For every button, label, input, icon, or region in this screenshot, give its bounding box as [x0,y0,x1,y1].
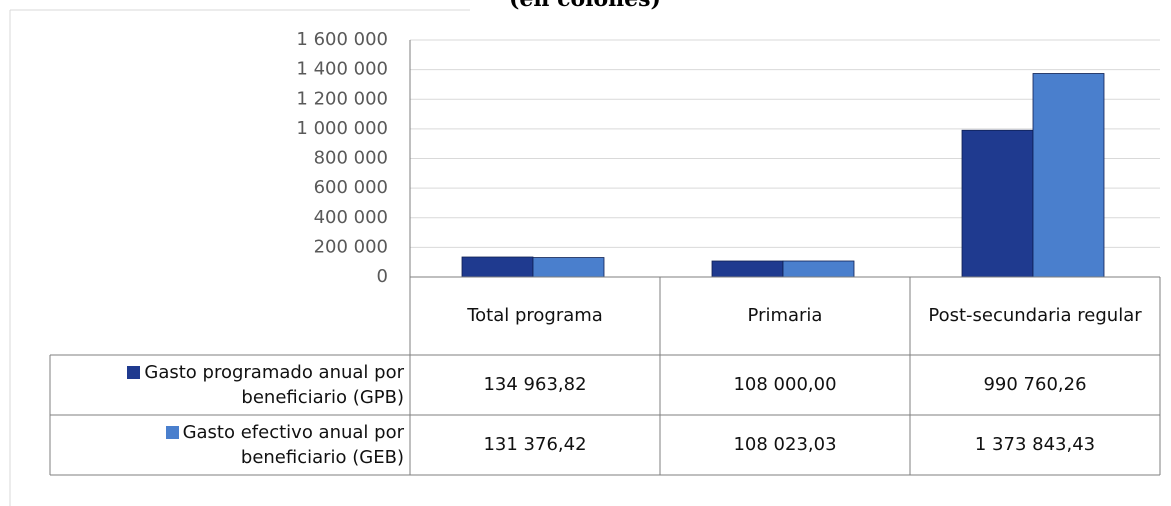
table-value-cell: 1 373 843,43 [974,434,1096,456]
table-value: 108 000,00 [733,374,837,396]
y-tick-label: 800 000 [314,148,388,169]
y-tick-label: 1 600 000 [296,29,388,50]
category-label: Primaria [747,305,823,327]
y-tick-label: 0 [377,266,388,287]
category-label: Total programa [467,305,603,327]
legend-swatch [165,425,179,439]
legend-label-cell: Gasto programado anual por beneficiario … [50,355,410,415]
y-tick-label: 1 400 000 [296,59,388,80]
bar [532,257,605,278]
table-value-cell: 131 376,42 [483,434,587,456]
table-value: 990 760,26 [983,374,1087,396]
table-value: 134 963,82 [483,374,587,396]
table-value-cell: 134 963,82 [483,374,587,396]
table-value-cell: 108 000,00 [733,374,837,396]
bar [461,256,534,278]
y-tick-label: 200 000 [314,236,388,257]
y-tick-label: 1 000 000 [296,118,388,139]
table-value: 1 373 843,43 [974,434,1096,456]
category-label-cell: Total programa [467,305,603,327]
legend-label: Gasto programado anual por beneficiario … [144,361,404,408]
legend-label-wrap: Gasto efectivo anual por beneficiario (G… [50,415,410,475]
table-value: 108 023,03 [733,434,837,456]
category-label: Post-secundaria regular [928,305,1142,327]
y-tick-label: 600 000 [314,177,388,198]
bar [1032,73,1105,278]
chart-subtitle: (en colones) [509,0,661,12]
y-tick-label: 1 200 000 [296,88,388,109]
bar [782,260,855,278]
legend-label: Gasto efectivo anual por beneficiario (G… [182,421,404,468]
bar [711,260,784,278]
table-value: 131 376,42 [483,434,587,456]
category-label-cell: Primaria [747,305,823,327]
category-label-cell: Post-secundaria regular [928,305,1142,327]
legend-label-cell: Gasto efectivo anual por beneficiario (G… [50,415,410,475]
table-value-cell: 990 760,26 [983,374,1087,396]
y-tick-label: 400 000 [314,207,388,228]
table-value-cell: 108 023,03 [733,434,837,456]
legend-swatch [127,365,141,379]
bar [961,129,1034,278]
legend-label-wrap: Gasto programado anual por beneficiario … [50,355,410,415]
